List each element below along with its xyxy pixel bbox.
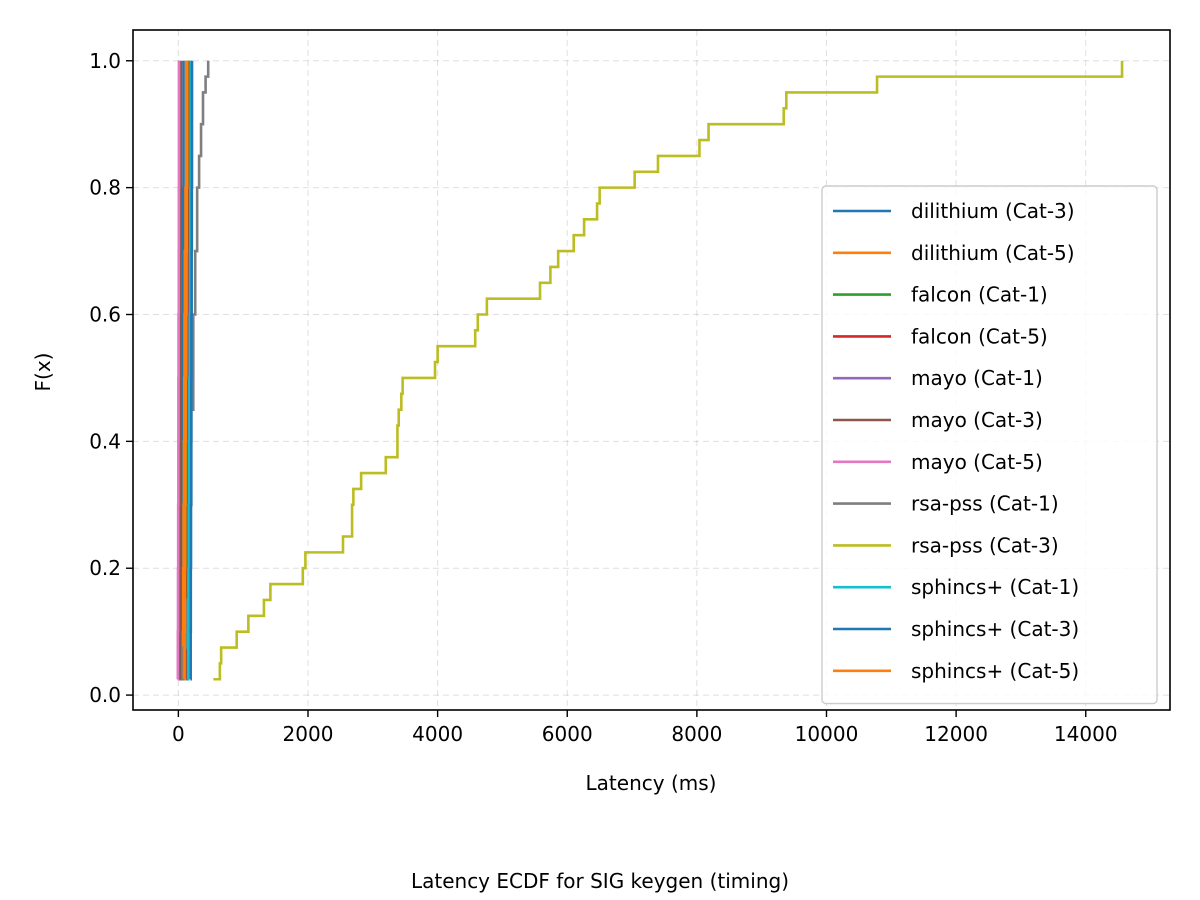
- x-tick-label: 10000: [795, 722, 859, 746]
- series-lines: [176, 60, 1124, 681]
- y-axis-label: F(x): [31, 353, 55, 392]
- x-tick-label: 8000: [671, 722, 722, 746]
- y-tick-label: 0.4: [89, 429, 121, 453]
- legend: dilithium (Cat-3) dilithium (Cat-5) falcon…: [821, 185, 1158, 705]
- legend-label: mayo (Cat-3): [911, 408, 1043, 432]
- x-axis: 0 2000 4000 6000 8000 10000 12000 14000: [172, 710, 1118, 746]
- legend-label: rsa-pss (Cat-3): [911, 533, 1059, 557]
- legend-label: rsa-pss (Cat-1): [911, 492, 1059, 516]
- legend-label: dilithium (Cat-3): [911, 199, 1075, 223]
- x-tick-label: 0: [172, 722, 185, 746]
- x-axis-label: Latency (ms): [586, 771, 717, 795]
- y-tick-label: 0.6: [89, 302, 121, 326]
- chart-caption: Latency ECDF for SIG keygen (timing): [411, 869, 789, 893]
- x-tick-label: 2000: [283, 722, 334, 746]
- series-line: [183, 60, 189, 681]
- y-axis: 0.0 0.2 0.4 0.6 0.8 1.0: [89, 49, 133, 707]
- legend-label: sphincs+ (Cat-1): [911, 575, 1079, 599]
- legend-label: falcon (Cat-5): [911, 324, 1048, 348]
- y-tick-label: 1.0: [89, 49, 121, 73]
- x-tick-label: 4000: [412, 722, 463, 746]
- legend-label: sphincs+ (Cat-5): [911, 659, 1079, 683]
- series-line: [213, 60, 1124, 681]
- x-tick-label: 12000: [924, 722, 988, 746]
- x-tick-label: 14000: [1054, 722, 1118, 746]
- y-tick-label: 0.0: [89, 683, 121, 707]
- plot-frame: [132, 29, 1171, 711]
- series-line: [179, 60, 185, 681]
- legend-label: mayo (Cat-1): [911, 366, 1043, 390]
- y-tick-label: 0.8: [89, 176, 121, 200]
- series-line: [178, 60, 183, 681]
- legend-label: mayo (Cat-5): [911, 450, 1043, 474]
- x-tick-label: 6000: [542, 722, 593, 746]
- y-tick-label: 0.2: [89, 556, 121, 580]
- legend-label: falcon (Cat-1): [911, 283, 1048, 307]
- legend-label: sphincs+ (Cat-3): [911, 617, 1079, 641]
- legend-label: dilithium (Cat-5): [911, 241, 1075, 265]
- series-line: [176, 60, 181, 681]
- legend-box: [821, 185, 1158, 705]
- series-line: [189, 60, 194, 681]
